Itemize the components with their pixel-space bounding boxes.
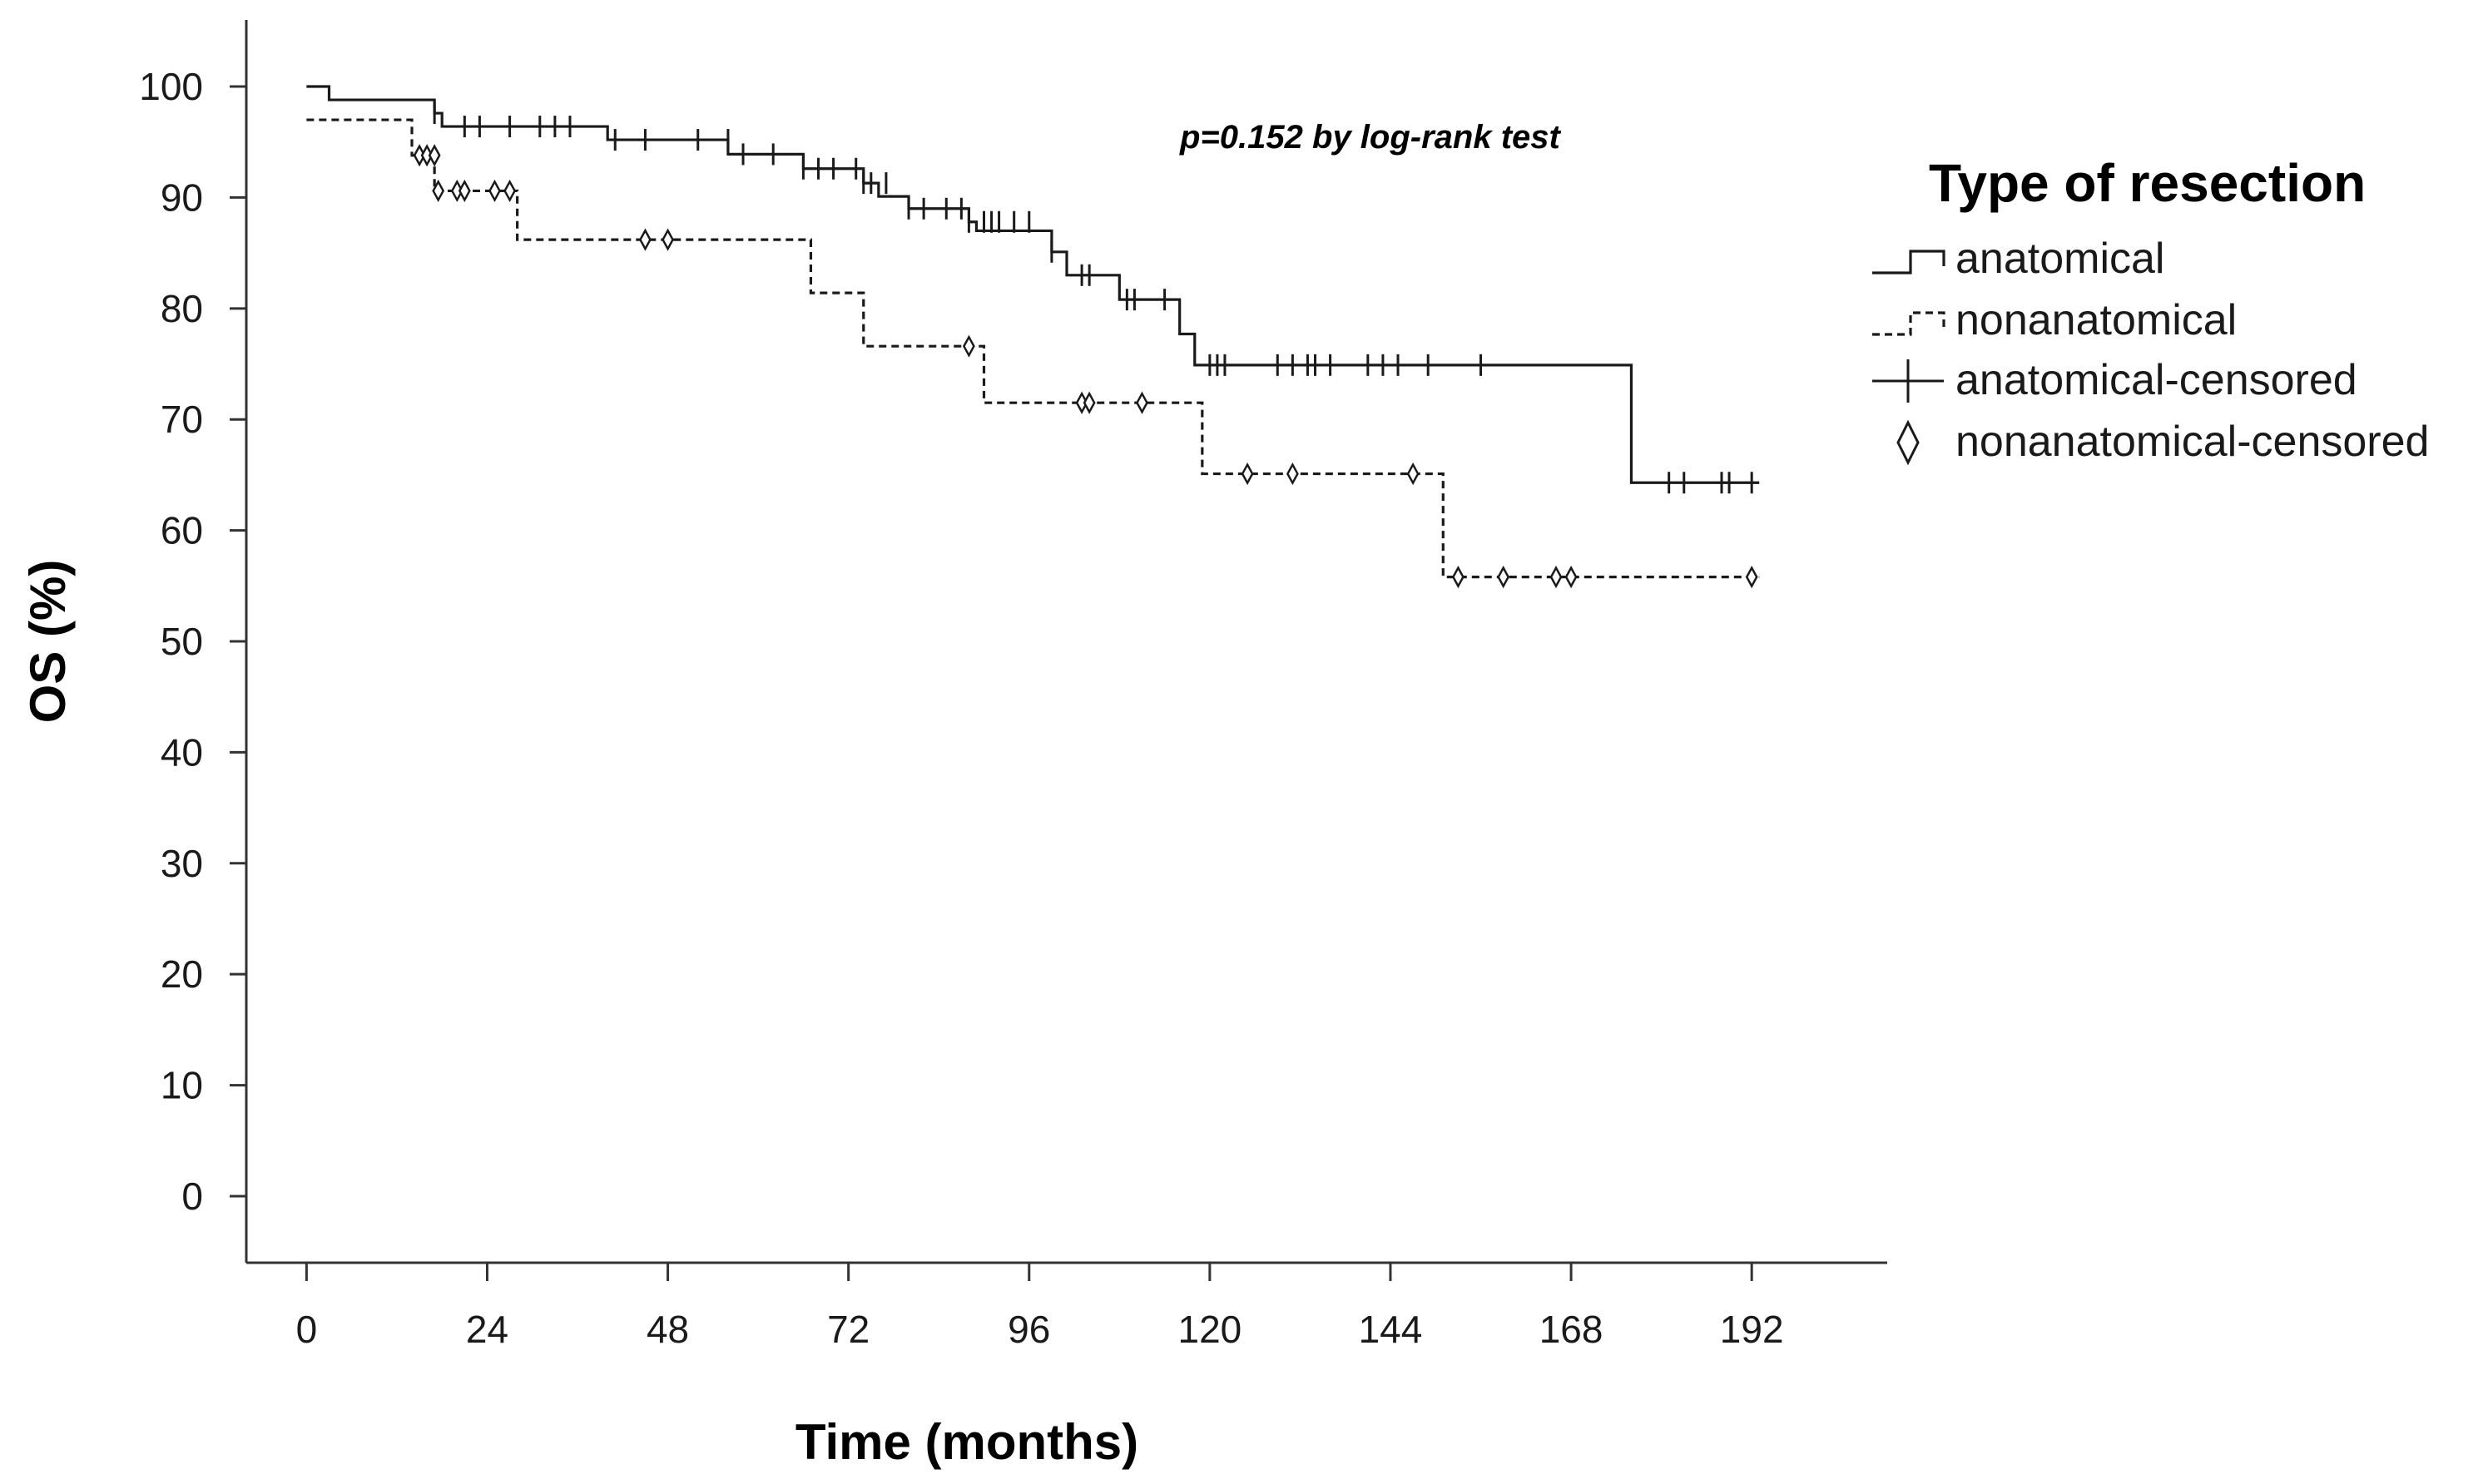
legend-item-anatomical: anatomical [1872,235,2164,283]
nonanatomical-censor-mark [639,228,652,251]
legend-item-nonanatomical-censored: nonanatomical-censored [1896,418,2429,466]
x-tick-label: 144 [1359,1308,1423,1351]
x-tick-label: 168 [1539,1308,1603,1351]
x-axis-ticks: 0 24 48 72 96 120 144 168 192 [296,1263,1784,1351]
nonanatomical-censor-mark [488,179,501,203]
nonanatomical-censor-mark [1083,391,1096,414]
y-tick-label: 80 [161,287,203,330]
y-tick-label: 70 [161,398,203,441]
nonanatomical-censor-mark [1406,462,1420,486]
y-tick-label: 60 [161,509,203,552]
legend-items: anatomical nonanatomical anatomical-censor… [1872,235,2429,466]
x-tick-label: 96 [1008,1308,1050,1351]
legend: Type of resection anatomical nonanatomica… [1872,153,2429,466]
x-tick-label: 192 [1720,1308,1784,1351]
y-axis-ticks: 0 10 20 30 40 50 60 70 80 90 100 [139,65,246,1218]
legend-swatch-diamond [1896,419,1920,466]
x-axis-title: Time (months) [795,1414,1138,1470]
nonanatomical-censor-mark [662,228,674,251]
y-tick-label: 0 [181,1175,203,1218]
nonanatomical-censor-mark [1549,566,1563,589]
y-tick-label: 10 [161,1064,203,1107]
y-tick-label: 90 [161,176,203,219]
y-tick-label: 100 [139,65,203,108]
series-layer [306,85,1760,589]
y-axis-title: OS (%) [20,560,76,724]
nonanatomical-censor-mark [1286,462,1299,486]
legend-swatch-plus [1872,359,1944,403]
x-tick-label: 120 [1177,1308,1242,1351]
nonanatomical-survival-line [306,118,1760,579]
nonanatomical-censor-mark [1451,566,1465,589]
nonanatomical-censor-mark [503,179,517,203]
p-value-annotation: p=0.152 by log-rank test [1179,119,1562,156]
x-tick-label: 72 [827,1308,870,1351]
series-nonanatomical [306,118,1760,589]
nonanatomical-censor-mark [428,144,441,167]
nonanatomical-censor-mark [458,179,471,203]
nonanatomical-censor-mark [1241,462,1254,486]
x-tick-label: 0 [296,1308,318,1351]
nonanatomical-censor-mark [432,179,445,203]
x-tick-label: 48 [647,1308,689,1351]
y-tick-label: 20 [161,952,203,996]
legend-label: anatomical [1955,235,2164,283]
y-tick-label: 30 [161,842,203,885]
legend-item-anatomical-censored: anatomical-censored [1872,356,2357,404]
legend-title: Type of resection [1929,153,2366,213]
y-tick-label: 50 [161,620,203,663]
plot-area: 0 10 20 30 40 50 60 70 80 90 100 0 24 48 72 96 120 144 16… [139,20,1887,1351]
legend-swatch-solid [1872,250,1945,275]
legend-swatch-dashed [1872,311,1945,336]
nonanatomical-censor-mark [1745,566,1758,589]
nonanatomical-censor-mark [1497,566,1510,589]
series-anatomical [306,85,1760,494]
legend-label: nonanatomical [1955,296,2237,344]
legend-label: anatomical-censored [1955,356,2357,404]
nonanatomical-censor-mark [1136,391,1148,414]
legend-item-nonanatomical: nonanatomical [1872,296,2237,344]
nonanatomical-censor-mark [962,334,975,358]
y-tick-label: 40 [161,730,203,774]
legend-label: nonanatomical-censored [1955,418,2429,466]
x-tick-label: 24 [466,1308,508,1351]
nonanatomical-censor-mark [1564,566,1578,589]
